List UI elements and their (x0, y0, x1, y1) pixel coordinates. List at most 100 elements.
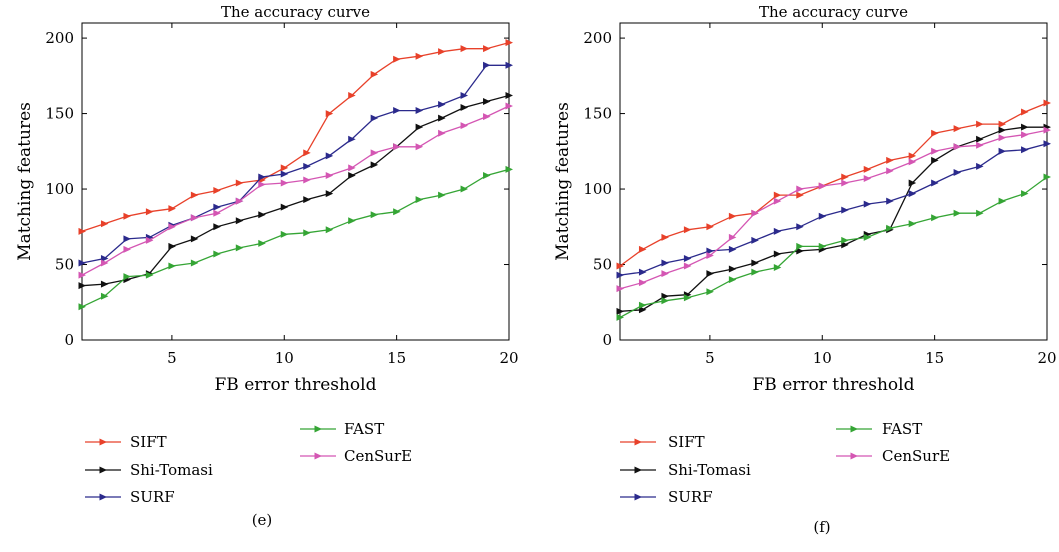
series-censure (616, 126, 1051, 293)
data-point (661, 233, 669, 241)
data-point (683, 262, 692, 270)
legend-marker (850, 425, 858, 433)
data-point (325, 110, 334, 118)
data-point (751, 236, 759, 244)
data-point (168, 242, 176, 250)
data-point (78, 282, 86, 290)
data-point (1043, 99, 1051, 107)
data-point (661, 292, 669, 300)
data-point (728, 212, 737, 220)
legend-label: Shi-Tomasi (668, 461, 751, 479)
x-tick-label: 15 (387, 349, 406, 367)
data-point (123, 235, 131, 243)
data-point (438, 129, 446, 137)
data-point (1021, 123, 1029, 131)
data-point (235, 244, 244, 252)
data-point (123, 245, 131, 253)
data-point (1043, 140, 1051, 148)
x-tick-label: 10 (275, 349, 294, 367)
data-point (393, 208, 401, 216)
data-point (505, 165, 513, 173)
series-line (81, 94, 510, 287)
data-point (683, 226, 692, 234)
data-point (280, 164, 289, 172)
data-point (393, 55, 401, 63)
data-point (78, 303, 86, 311)
data-point (998, 134, 1007, 142)
data-point (460, 91, 469, 99)
data-point (370, 114, 379, 122)
data-point (483, 45, 491, 53)
data-point (145, 271, 154, 279)
data-point (706, 223, 714, 231)
data-point (190, 214, 199, 222)
data-point (505, 102, 513, 110)
data-point (773, 197, 782, 205)
data-point (1021, 108, 1029, 116)
x-axis-label: FB error threshold (753, 375, 915, 395)
legend-marker (634, 466, 642, 474)
data-point (280, 179, 289, 187)
data-point (325, 171, 334, 179)
data-point (706, 251, 714, 259)
legend-label: CenSurE (882, 447, 950, 465)
data-point (683, 294, 692, 302)
data-point (796, 191, 804, 199)
legend-label: SIFT (130, 433, 167, 451)
data-point (123, 212, 131, 220)
data-point (483, 97, 491, 105)
x-tick-label: 10 (813, 349, 832, 367)
data-point (235, 197, 244, 205)
data-point (348, 217, 356, 225)
data-point (235, 179, 244, 187)
data-point (258, 239, 266, 247)
x-tick-label: 5 (167, 349, 177, 367)
data-point (303, 162, 311, 170)
data-point (638, 268, 647, 276)
data-point (998, 197, 1007, 205)
series-line (619, 126, 1047, 312)
data-point (370, 149, 379, 157)
data-point (303, 229, 311, 237)
data-point (773, 227, 782, 235)
legend-marker (314, 452, 322, 460)
data-point (616, 271, 624, 279)
data-point (728, 276, 737, 284)
data-point (415, 143, 424, 151)
data-point (818, 212, 827, 220)
legend-marker (99, 466, 107, 474)
data-point (460, 122, 469, 130)
data-point (280, 170, 289, 178)
data-point (931, 179, 939, 187)
data-point (841, 241, 849, 249)
data-point (100, 292, 109, 300)
data-point (325, 226, 334, 234)
data-point (438, 114, 446, 122)
data-point (415, 52, 424, 60)
data-point (303, 176, 311, 184)
data-point (931, 214, 939, 222)
data-point (190, 259, 199, 267)
plot-frame (619, 22, 1048, 341)
data-point (796, 242, 804, 250)
data-point (1043, 173, 1051, 181)
data-point (213, 203, 221, 211)
data-point (773, 250, 782, 258)
data-point (976, 135, 984, 143)
data-point (706, 247, 714, 255)
data-point (796, 223, 804, 231)
data-point (683, 254, 692, 262)
legend: SIFT Shi-Tomasi SURF FAST CenSurE (620, 420, 950, 506)
data-point (886, 224, 894, 232)
data-point (325, 152, 334, 160)
data-point (460, 185, 469, 193)
data-point (100, 220, 109, 228)
series-line (81, 105, 510, 276)
y-tick-label: 0 (602, 331, 612, 349)
series-sift (78, 39, 513, 235)
x-axis-label: FB error threshold (215, 375, 377, 395)
data-point (908, 190, 917, 198)
data-point (908, 179, 917, 187)
data-point (796, 247, 804, 255)
